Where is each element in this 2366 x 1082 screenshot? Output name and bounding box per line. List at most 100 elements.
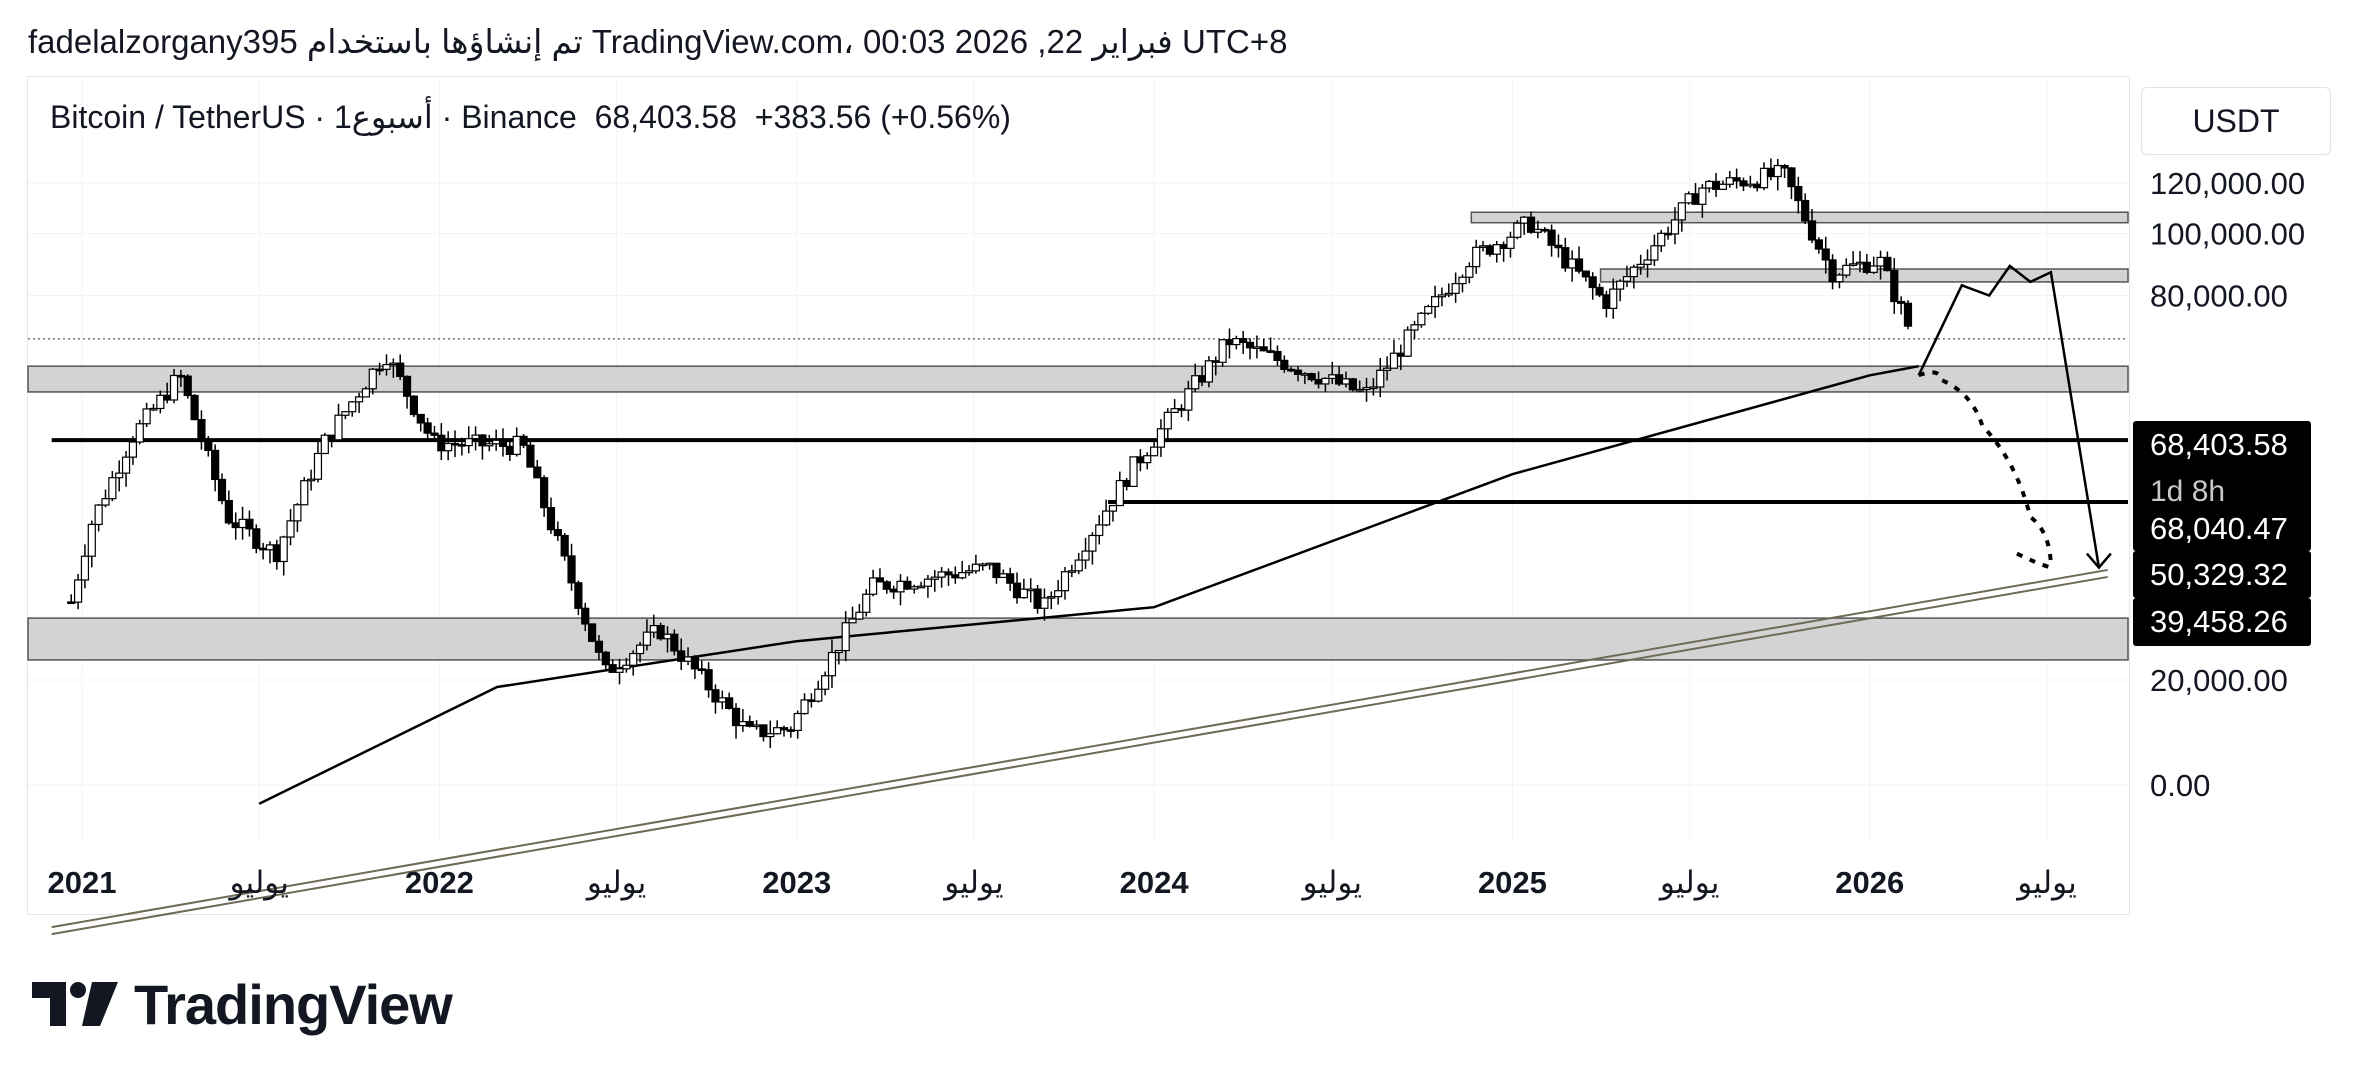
candle-body [985, 562, 994, 566]
candle-body [1177, 408, 1186, 411]
candle-body [1472, 246, 1481, 268]
candle-body [1122, 479, 1131, 487]
candle-body [238, 518, 247, 529]
candle-body [992, 562, 1001, 579]
candle-body [1903, 302, 1913, 327]
candle-body [1465, 266, 1474, 278]
candle-body [1739, 180, 1748, 187]
candle-body [690, 656, 699, 670]
candle-body [793, 712, 802, 732]
trendline-group [51, 568, 2108, 936]
candle-body [396, 362, 405, 378]
candle-body [1835, 274, 1844, 283]
candle-body [875, 577, 885, 583]
x-tick-label: 2025 [1478, 865, 1547, 900]
tradingview-logo-text: TradingView [134, 972, 453, 1036]
candle-body [1698, 187, 1707, 205]
candle-body [896, 580, 905, 593]
price-label-box [2133, 421, 2311, 513]
candle-body [492, 439, 501, 445]
price-label-value: 68,040.47 [2150, 511, 2288, 546]
candle-body [1506, 236, 1515, 249]
candle-body [1293, 369, 1303, 375]
currency-selector[interactable]: USDT [2141, 87, 2331, 155]
candle-body [259, 547, 268, 551]
y-tick-label: 100,000.00 [2150, 217, 2305, 252]
candle-body [1595, 286, 1604, 296]
candle-body [1211, 360, 1220, 363]
candle-body [1389, 352, 1399, 369]
candle-body [1602, 294, 1611, 309]
symbol-info: Bitcoin / TetherUS · 1أسبوع · Binance 68… [50, 98, 1011, 136]
candle-body [1616, 280, 1625, 290]
candle-body [581, 607, 590, 625]
candle-body [94, 504, 103, 526]
candle-body [519, 435, 528, 446]
candle-body [1115, 479, 1124, 507]
candle-body [293, 504, 302, 522]
candle-body [279, 536, 288, 563]
candle-body [1266, 350, 1275, 353]
candle-body [1060, 571, 1070, 592]
candle-body [1677, 202, 1686, 221]
candle-body [553, 529, 562, 537]
candle-body [1149, 446, 1159, 457]
candle-body [670, 633, 679, 652]
candle-body [327, 434, 336, 441]
candle-body [1047, 596, 1056, 599]
candle-body [1581, 270, 1590, 278]
projection-group [1917, 264, 2112, 570]
x-tick-label: 2023 [762, 865, 831, 900]
y-tick-label: 120,000.00 [2150, 166, 2305, 201]
candle-body [1684, 193, 1693, 204]
candle-body [1129, 456, 1138, 487]
candle-body [971, 563, 980, 572]
candle-body [1663, 232, 1673, 236]
candle-body [903, 580, 912, 590]
candle-body [149, 407, 158, 411]
candle-body [1629, 266, 1638, 278]
candle-body [1170, 408, 1179, 413]
candle-body [1478, 245, 1488, 248]
candle-body [217, 478, 227, 502]
candle-body [409, 395, 419, 416]
candle-body [416, 413, 425, 424]
candle-body [176, 374, 185, 378]
candle-body [587, 623, 597, 642]
candle-body [786, 729, 795, 732]
projection-path-up [1917, 264, 2101, 568]
candle-body [738, 721, 747, 727]
candle-body [677, 650, 686, 662]
candle-body [1314, 378, 1323, 385]
candle-body [759, 724, 768, 738]
candle-body [848, 618, 857, 624]
candle-body [868, 577, 878, 595]
candle-body [1437, 294, 1447, 298]
candle-body [1485, 245, 1495, 255]
candle-body [313, 452, 323, 480]
candle-body [231, 522, 240, 529]
candle-body [882, 581, 891, 590]
x-tick-label: يوليو [1658, 865, 1719, 901]
candle-body [1574, 258, 1584, 272]
candle-body [958, 572, 967, 579]
candle-body [1554, 244, 1563, 249]
candle-body [725, 697, 734, 709]
candle-body [540, 477, 549, 509]
candle-body [1520, 216, 1529, 224]
candle-body [1259, 346, 1268, 352]
candle-body [1533, 228, 1542, 233]
candle-body [1609, 288, 1618, 309]
candle-body [1759, 167, 1769, 189]
tradingview-logo: TradingView [32, 972, 453, 1036]
candle-body [245, 518, 254, 530]
candles-group [67, 158, 1913, 749]
candle-body [505, 445, 514, 455]
candle-body [286, 520, 295, 538]
candle-body [402, 375, 412, 397]
candle-body [1794, 185, 1803, 202]
x-tick-label: 2021 [48, 865, 117, 900]
candle-body [635, 644, 645, 655]
candle-body [1705, 180, 1714, 189]
